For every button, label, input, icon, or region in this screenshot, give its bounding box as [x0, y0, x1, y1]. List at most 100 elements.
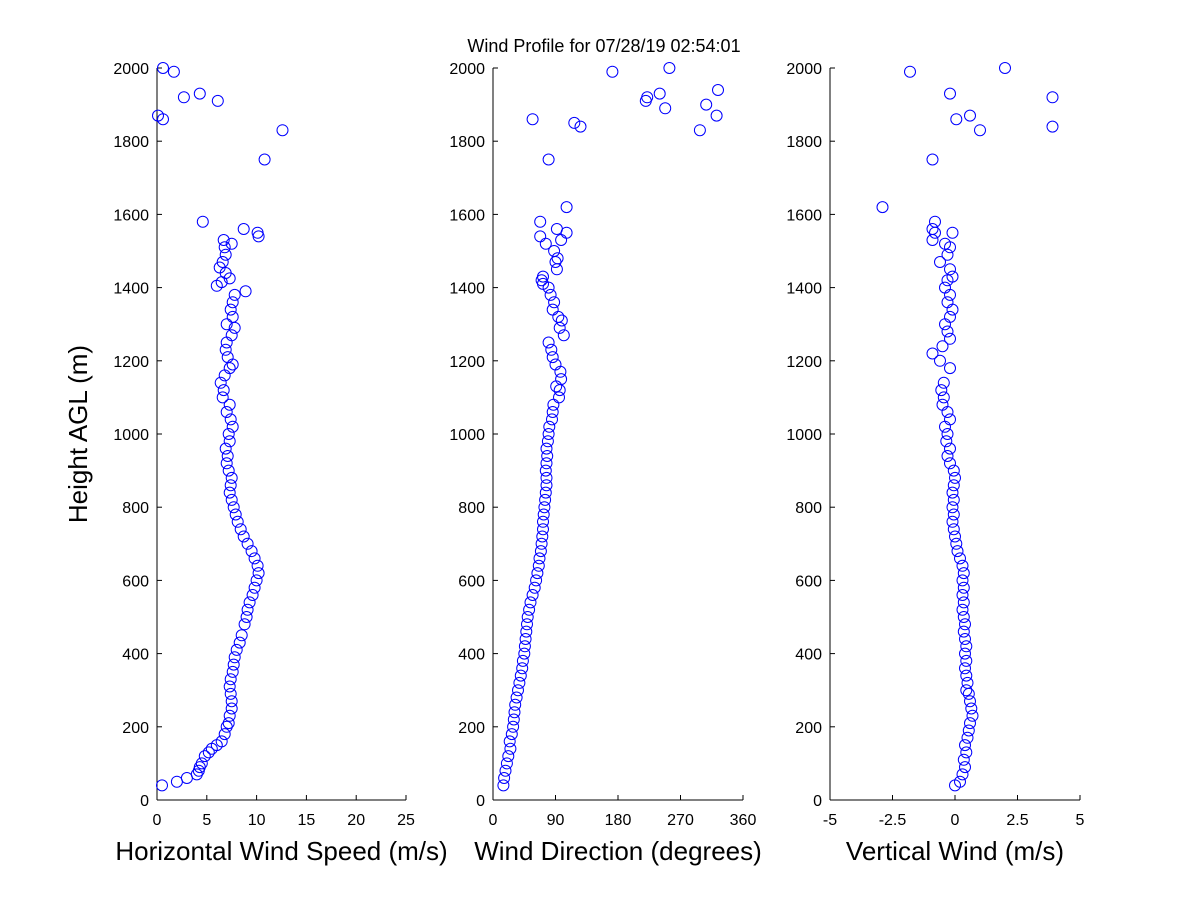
data-point [198, 750, 211, 763]
y-tick-label: 1600 [113, 207, 149, 224]
data-point [941, 248, 954, 261]
y-tick-label: 600 [122, 573, 149, 590]
data-point [250, 574, 263, 587]
data-point [946, 226, 959, 239]
data-point [960, 640, 973, 653]
data-point [548, 245, 561, 257]
data-point [507, 720, 520, 733]
data-point [944, 413, 956, 426]
x-tick-label: 180 [605, 812, 632, 829]
data-point [965, 702, 978, 715]
data-point [693, 124, 706, 137]
data-point [957, 567, 970, 580]
data-point [530, 574, 543, 587]
data-point [951, 545, 964, 558]
data-point [954, 775, 966, 788]
data-point [223, 398, 236, 411]
data-point [518, 647, 531, 660]
data-point [537, 523, 549, 536]
data-point [498, 772, 511, 784]
y-tick-label: 1000 [113, 427, 149, 444]
data-point [220, 406, 233, 418]
panel-1: 0 200 400 600 800 1000 1200 1400 1600 1800 2000 0 5 1… [63, 61, 448, 866]
y-tick-label: 1000 [449, 427, 485, 444]
data-point [211, 94, 224, 107]
data-point [167, 65, 180, 78]
data-point [221, 351, 234, 364]
y-tick-label: 200 [795, 720, 822, 737]
data-point [229, 508, 242, 521]
x-tick-label: 15 [298, 812, 316, 829]
data-point [220, 318, 233, 331]
panel-2: 0 200 400 600 800 1000 1200 1400 1600 1800 2000 0 90… [449, 61, 761, 866]
data-point [550, 223, 563, 235]
data-point [218, 241, 231, 254]
data-point [542, 153, 555, 166]
data-point [956, 589, 969, 601]
data-point [537, 508, 550, 521]
data-point [926, 347, 939, 360]
x-axis-label: Horizontal Wind Speed (m/s) [115, 836, 447, 866]
data-point [944, 310, 956, 323]
data-point [542, 336, 555, 349]
data-point [966, 709, 979, 722]
data-point [960, 669, 973, 682]
data-point [518, 640, 531, 653]
data-point [946, 501, 959, 514]
data-point [223, 709, 236, 722]
data-point [222, 717, 235, 730]
data-point [999, 62, 1011, 74]
x-tick-label: 20 [347, 812, 365, 829]
data-point [957, 753, 970, 766]
data-point [224, 673, 237, 686]
data-point [216, 391, 229, 404]
data-point [546, 413, 558, 426]
data-point [219, 442, 232, 455]
data-point [950, 113, 963, 126]
y-tick-label: 200 [122, 720, 149, 737]
data-point [936, 398, 949, 411]
data-point [904, 65, 916, 78]
data-point [223, 680, 236, 693]
data-point [960, 654, 973, 667]
data-point [960, 746, 973, 759]
data-point [539, 464, 552, 477]
data-point [957, 611, 970, 623]
data-point [193, 87, 206, 100]
data-point [876, 201, 889, 214]
data-point [568, 116, 581, 129]
data-point [541, 435, 554, 448]
data-point [606, 65, 619, 78]
data-point [503, 735, 516, 748]
data-point [663, 62, 676, 74]
data-point [543, 420, 556, 433]
data-point [957, 581, 970, 594]
data-point [560, 201, 573, 214]
data-point [519, 633, 532, 645]
data-point [653, 87, 666, 100]
data-point [926, 223, 939, 235]
data-point [225, 695, 238, 708]
data-point [534, 230, 547, 243]
data-point [225, 702, 238, 715]
y-tick-label: 0 [476, 793, 485, 810]
data-point [223, 435, 236, 448]
data-point [956, 559, 969, 572]
data-point [225, 471, 238, 484]
y-tick-label: 1600 [449, 207, 485, 224]
data-point [956, 603, 969, 616]
data-point [957, 625, 970, 638]
data-point [531, 567, 544, 580]
data-point [959, 633, 971, 645]
x-tick-label: -2.5 [879, 812, 907, 829]
x-tick-label: 0 [489, 812, 498, 829]
data-point [502, 750, 515, 763]
y-tick-label: 0 [813, 793, 822, 810]
y-tick-label: 200 [458, 720, 485, 737]
data-point [553, 391, 565, 404]
data-point [944, 87, 956, 100]
data-point [944, 362, 956, 375]
data-point [954, 552, 966, 565]
data-point [944, 263, 956, 276]
data-point [940, 435, 953, 448]
